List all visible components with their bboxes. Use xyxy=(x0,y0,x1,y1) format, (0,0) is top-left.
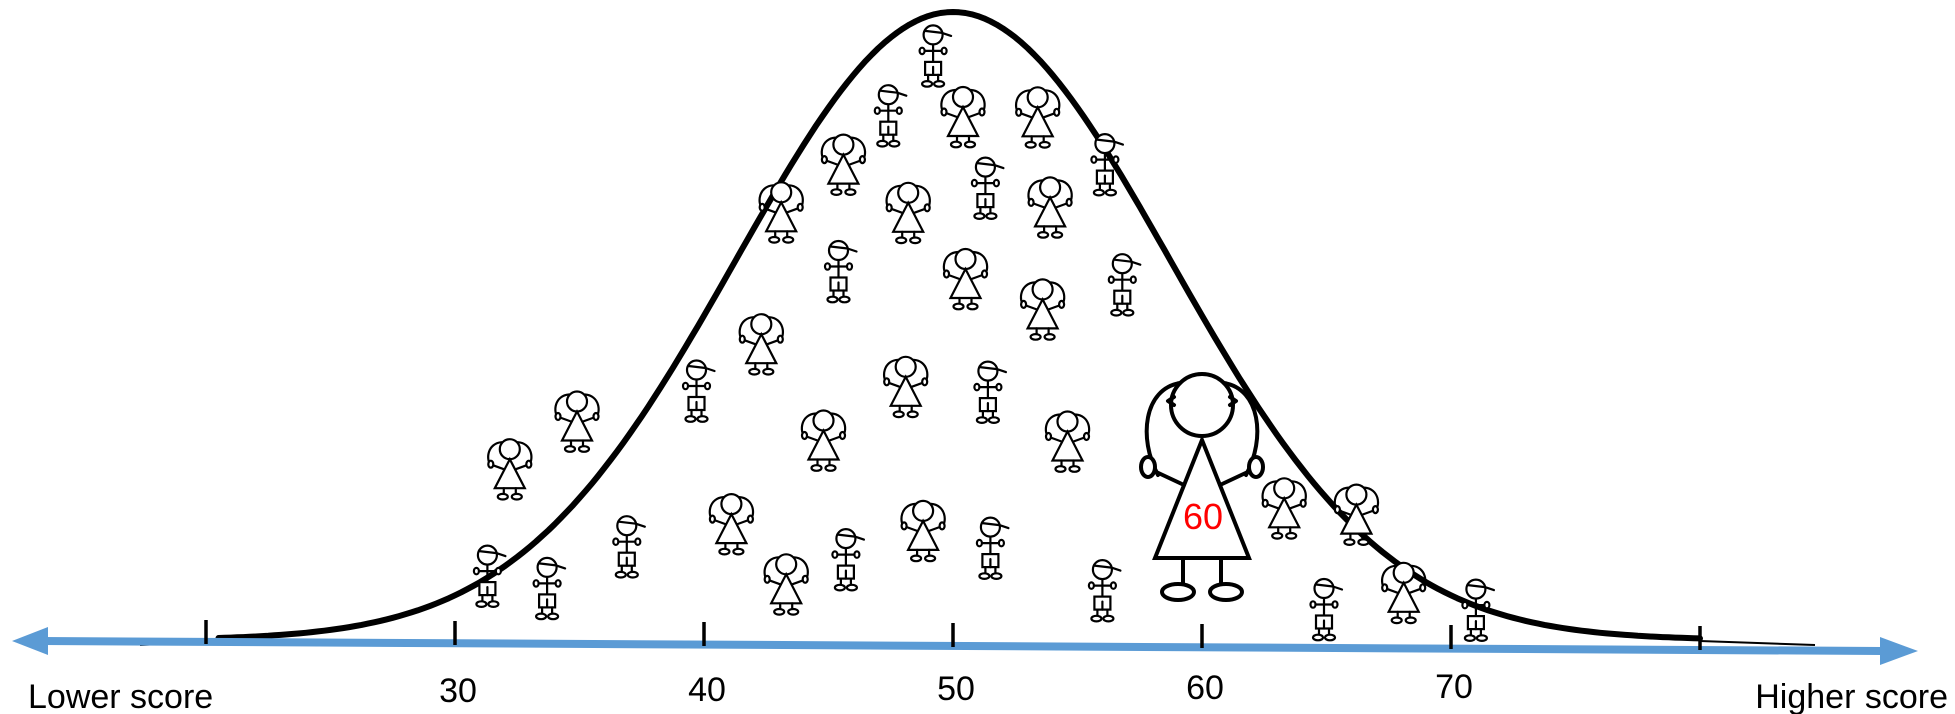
girl-figure xyxy=(487,438,533,501)
axis-ticks: 30 40 50 60 70 xyxy=(204,620,1702,710)
boy-figure xyxy=(1087,558,1122,623)
tick-label: 40 xyxy=(688,671,726,709)
boy-figure xyxy=(918,24,953,88)
score-axis xyxy=(41,637,1883,655)
boy-figure xyxy=(970,156,1005,221)
boy-figure xyxy=(831,527,866,592)
girl-figure xyxy=(758,181,804,244)
boy-figure xyxy=(612,515,646,579)
girl-figure xyxy=(900,499,946,563)
girl-figure xyxy=(885,181,931,245)
girl-figure xyxy=(942,247,989,311)
axis-arrow-right xyxy=(1880,637,1918,665)
higher-score-label: Higher score xyxy=(1755,678,1948,714)
girl-figure xyxy=(940,85,986,149)
boy-figure xyxy=(1309,577,1344,642)
boy-figure xyxy=(973,360,1008,425)
girl-figure xyxy=(1333,483,1380,546)
highlighted-student: 60 xyxy=(1139,372,1265,602)
tick-label: 60 xyxy=(1186,669,1224,707)
boy-figure xyxy=(1461,578,1496,642)
girl-figure xyxy=(554,390,600,453)
girl-figure xyxy=(738,313,785,376)
tick-label: 70 xyxy=(1435,668,1473,706)
tick-label: 30 xyxy=(439,672,477,710)
lower-score-label: Lower score xyxy=(28,678,213,714)
student-figures xyxy=(472,24,1496,642)
boy-figure xyxy=(1107,253,1142,317)
girl-figure xyxy=(800,409,847,472)
highlight-score-label: 60 xyxy=(1183,496,1223,537)
girl-figure xyxy=(1380,561,1427,625)
girl-figure xyxy=(820,133,867,197)
axis-arrow-left xyxy=(12,627,48,655)
girl-figure xyxy=(1261,477,1307,540)
bell-curve xyxy=(215,9,1703,642)
girl-figure xyxy=(1044,410,1091,473)
curve-baseline-right xyxy=(1699,640,1816,646)
tick-label: 50 xyxy=(937,670,975,708)
boy-figure xyxy=(681,359,716,423)
girl-figure xyxy=(763,553,809,616)
boy-figure xyxy=(823,239,858,304)
boy-figure xyxy=(873,84,908,148)
girl-figure xyxy=(1027,176,1073,239)
boy-figure xyxy=(1090,133,1125,197)
girl-figure xyxy=(1019,278,1066,341)
boy-figure xyxy=(532,556,567,621)
boy-figure xyxy=(472,544,507,608)
girl-figure xyxy=(708,492,755,556)
boy-figure xyxy=(975,516,1010,580)
girl-figure xyxy=(1014,86,1061,149)
girl-figure xyxy=(882,355,929,419)
